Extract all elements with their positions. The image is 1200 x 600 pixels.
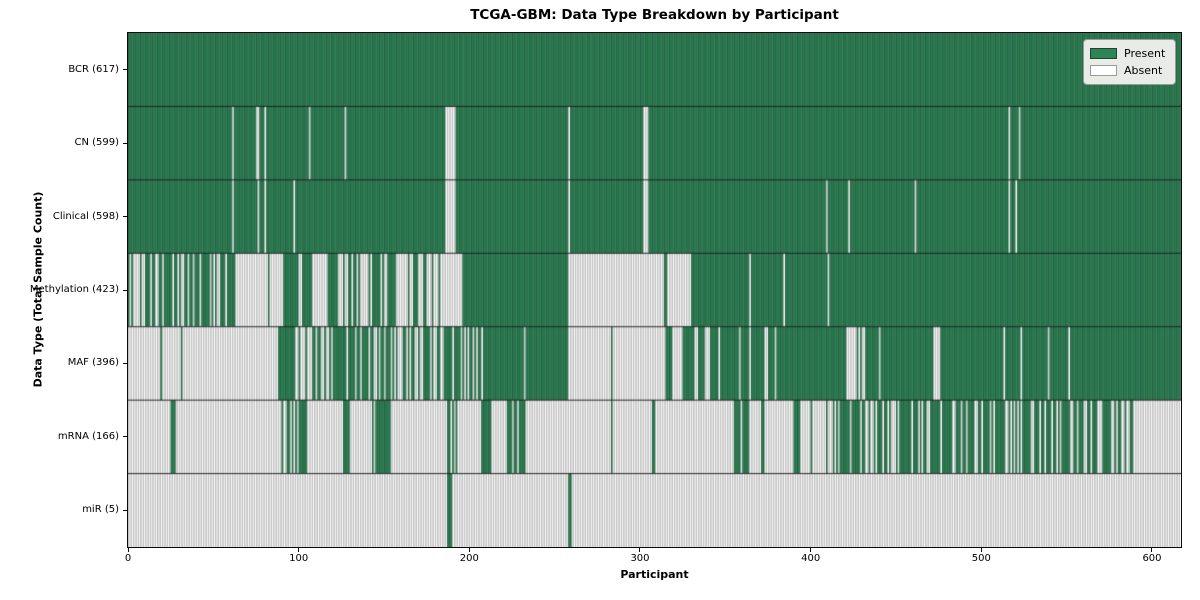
y-tick-label: MAF (396) (67, 357, 119, 369)
y-tick-mark (123, 362, 128, 364)
y-tick-mark (123, 69, 128, 71)
y-tick-label: BCR (617) (68, 63, 119, 75)
x-tick-mark (127, 547, 129, 552)
y-tick-mark (123, 509, 128, 511)
y-tick-mark (123, 142, 128, 144)
x-tick-label: 500 (971, 553, 991, 564)
legend-label-absent: Absent (1124, 64, 1163, 77)
legend-item-present: Present (1090, 45, 1168, 62)
plot-area (127, 32, 1182, 548)
y-tick-label: CN (599) (74, 137, 119, 149)
x-tick-mark (639, 547, 641, 552)
y-tick-label: miR (5) (82, 504, 119, 516)
legend-item-absent: Absent (1090, 62, 1168, 79)
y-tick-label: Clinical (598) (52, 210, 119, 222)
x-tick-mark (980, 547, 982, 552)
x-tick-label: 200 (459, 553, 479, 564)
x-tick-label: 300 (630, 553, 650, 564)
x-axis-title: Participant (620, 568, 689, 581)
y-tick-mark (123, 289, 128, 291)
x-tick-label: 0 (124, 553, 132, 564)
x-tick-mark (810, 547, 812, 552)
y-tick-label: Methylation (423) (29, 284, 119, 295)
heatmap-canvas (128, 33, 1181, 547)
chart-title: TCGA-GBM: Data Type Breakdown by Partici… (470, 7, 839, 23)
x-tick-mark (298, 547, 300, 552)
legend-label-present: Present (1124, 47, 1166, 60)
y-tick-label: mRNA (166) (57, 430, 119, 442)
y-tick-mark (123, 216, 128, 218)
x-tick-label: 400 (801, 553, 821, 564)
y-tick-mark (123, 436, 128, 438)
legend: Present Absent (1083, 39, 1176, 85)
legend-swatch-present-icon (1090, 48, 1117, 59)
x-tick-label: 600 (1142, 553, 1162, 564)
x-tick-label: 100 (289, 553, 309, 564)
legend-swatch-absent-icon (1090, 65, 1117, 76)
x-tick-mark (468, 547, 470, 552)
x-tick-mark (1151, 547, 1153, 552)
